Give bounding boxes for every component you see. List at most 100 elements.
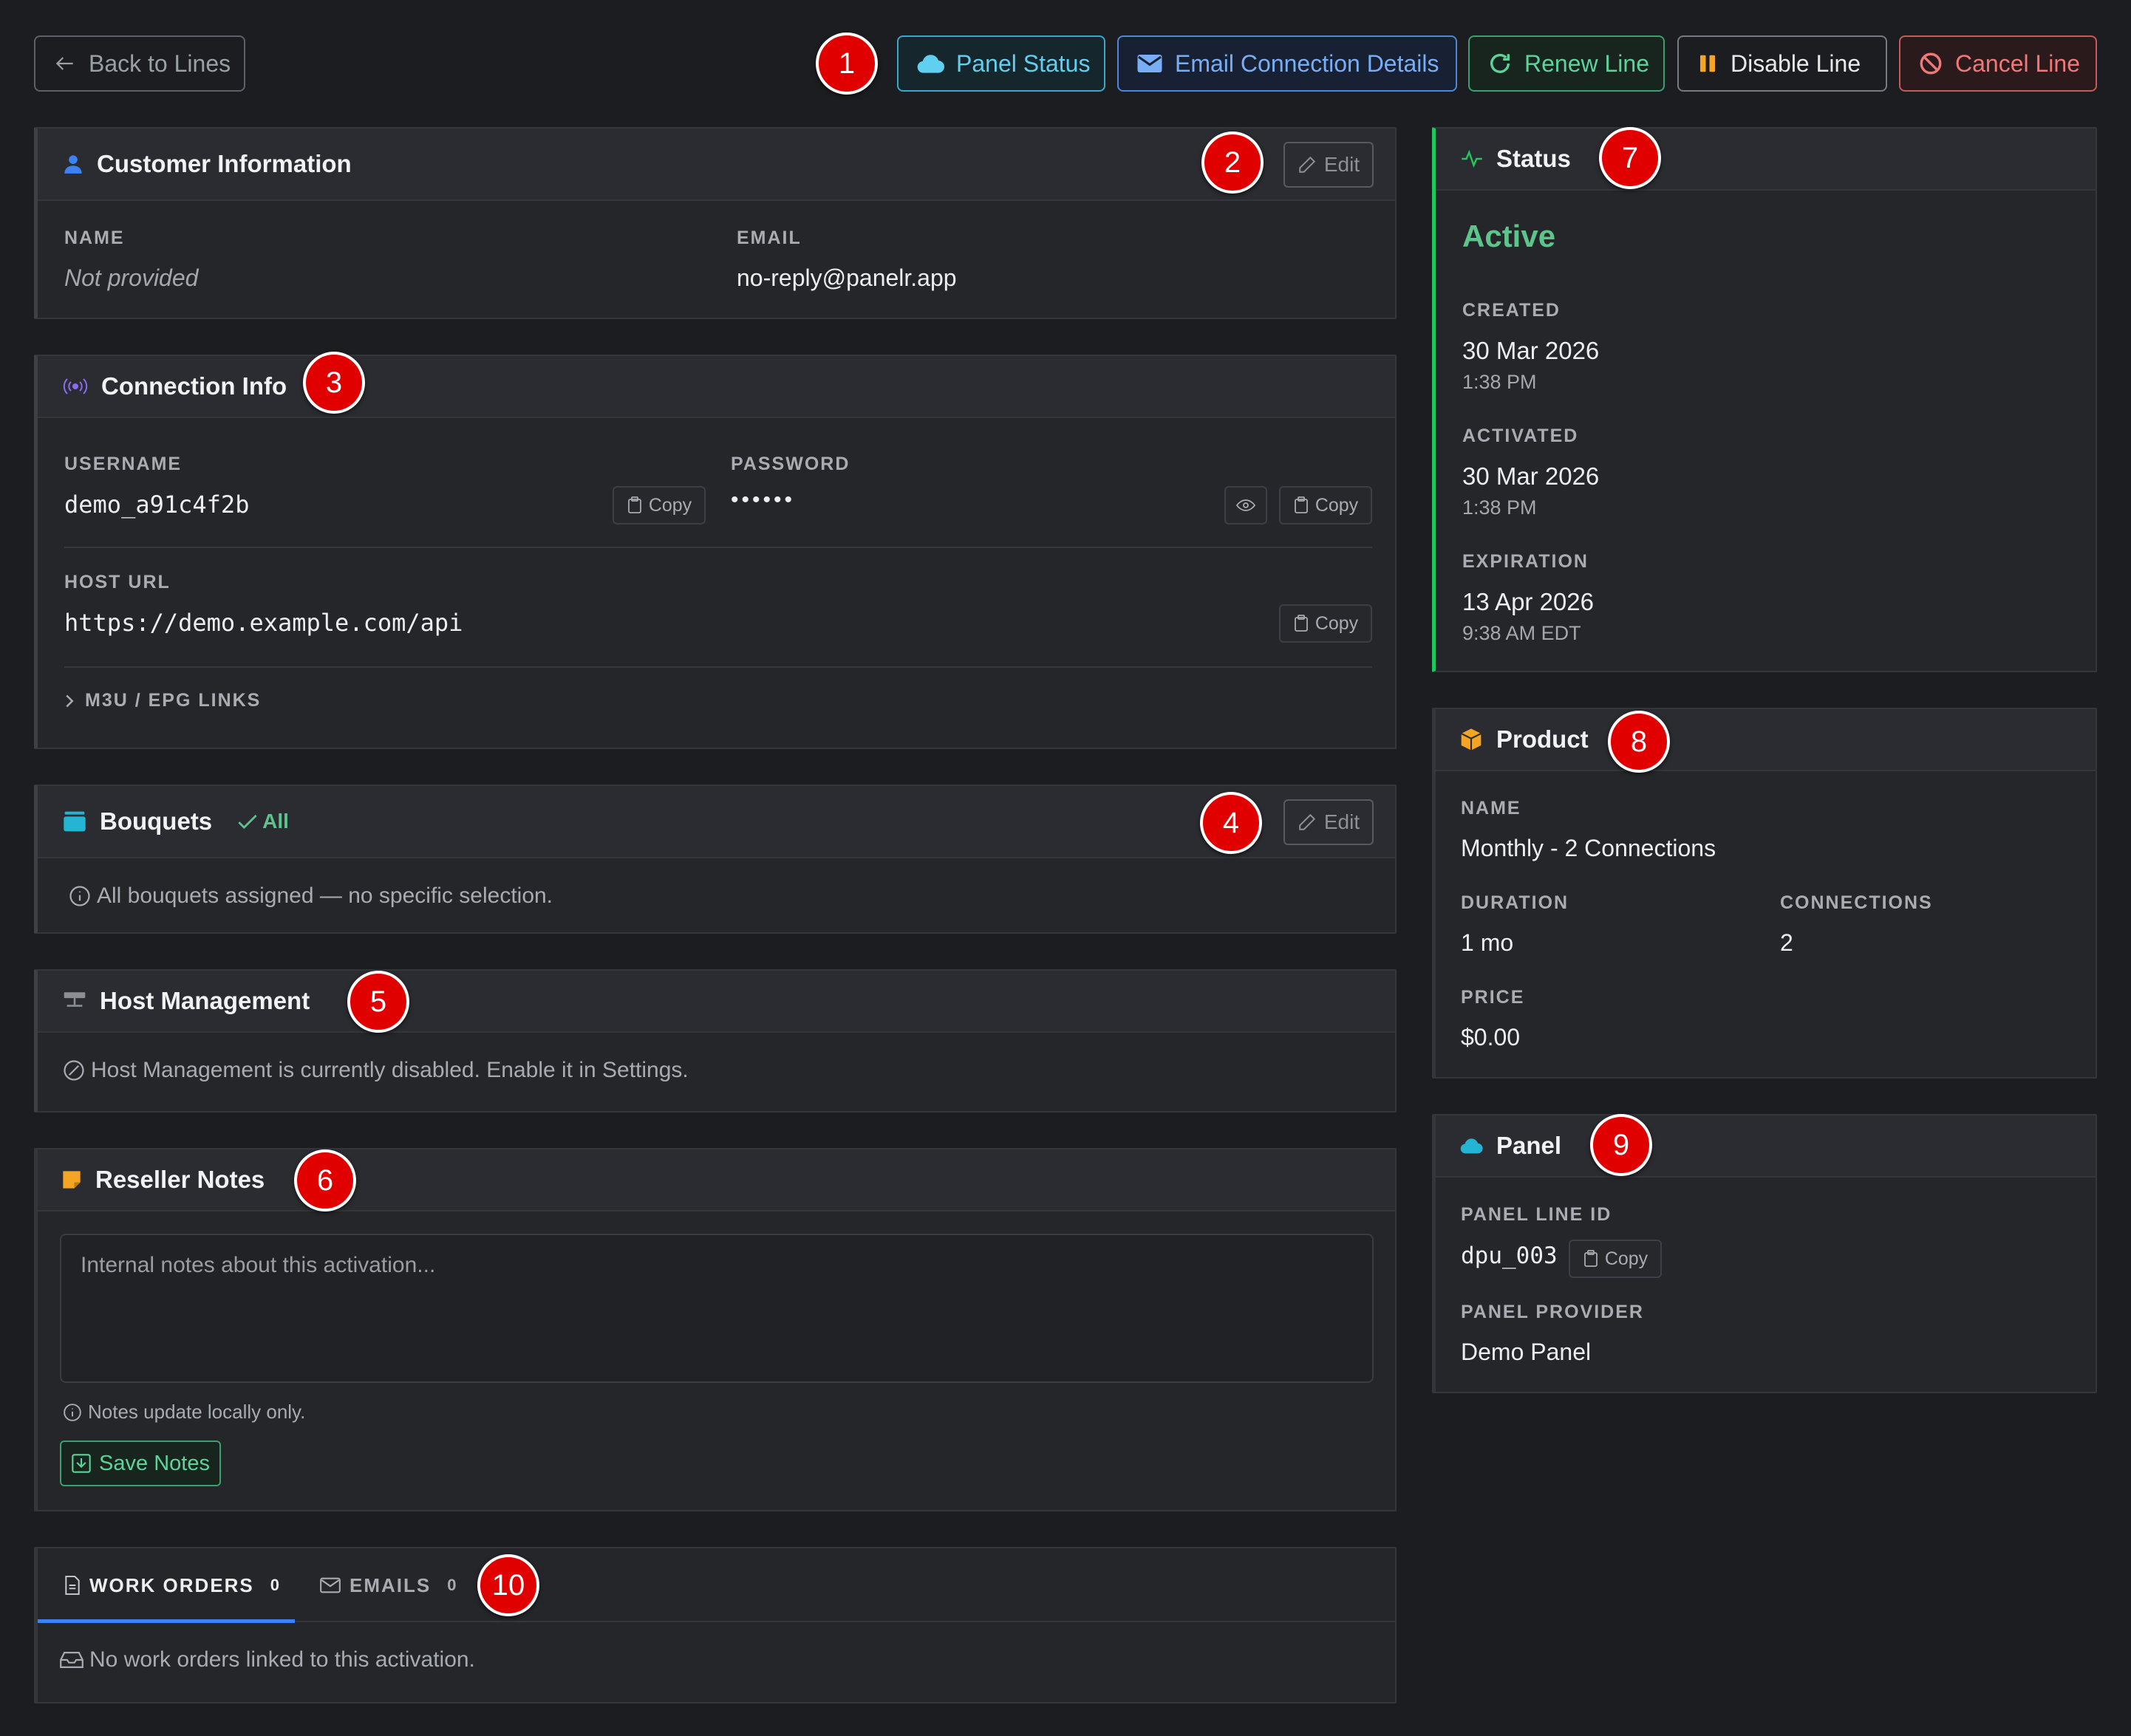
tab-emails[interactable]: EMAILS 0 bbox=[320, 1548, 456, 1622]
ban-icon bbox=[1920, 52, 1942, 75]
marker-6: 6 bbox=[294, 1149, 356, 1212]
product-title: Product bbox=[1496, 725, 1589, 753]
work-orders-empty-state: No work orders linked to this activation… bbox=[60, 1647, 475, 1672]
password-label: PASSWORD bbox=[731, 454, 850, 474]
reseller-notes-textarea[interactable] bbox=[60, 1234, 1374, 1383]
disable-line-button[interactable]: Disable Line bbox=[1677, 35, 1887, 92]
renew-line-label: Renew Line bbox=[1524, 49, 1649, 77]
panel-card: Panel PANEL LINE ID dpu_003 Copy PANEL P… bbox=[1432, 1114, 2097, 1393]
broadcast-icon bbox=[63, 378, 88, 394]
bouquets-all-badge: All bbox=[237, 810, 289, 833]
customer-information-card: Customer Information Edit NAME Not provi… bbox=[34, 127, 1397, 319]
work-orders-empty-text: No work orders linked to this activation… bbox=[89, 1647, 475, 1672]
product-name-value: Monthly - 2 Connections bbox=[1461, 835, 1716, 861]
marker-4: 4 bbox=[1200, 792, 1262, 854]
product-header: Product bbox=[1436, 709, 2096, 771]
clipboard-icon bbox=[1583, 1250, 1598, 1267]
tab-emails-label: EMAILS bbox=[350, 1573, 432, 1596]
customer-email-value: no-reply@panelr.app bbox=[737, 264, 957, 291]
panel-header: Panel bbox=[1436, 1115, 2096, 1178]
password-reveal-button[interactable] bbox=[1224, 486, 1267, 524]
password-value: •••••• bbox=[731, 488, 796, 512]
host-management-title: Host Management bbox=[100, 987, 310, 1014]
host-url-label: HOST URL bbox=[64, 572, 171, 592]
bouquets-edit-button[interactable]: Edit bbox=[1283, 799, 1374, 845]
username-label: USERNAME bbox=[64, 454, 183, 474]
renew-line-button[interactable]: Renew Line bbox=[1468, 35, 1665, 92]
password-copy-button[interactable]: Copy bbox=[1279, 486, 1372, 524]
panel-provider-value: Demo Panel bbox=[1461, 1339, 1592, 1365]
panel-provider-label: PANEL PROVIDER bbox=[1461, 1302, 1644, 1322]
customer-name-value: Not provided bbox=[64, 264, 199, 291]
expiration-time: 9:38 AM EDT bbox=[1462, 622, 1581, 644]
price-label: PRICE bbox=[1461, 987, 1525, 1008]
user-icon bbox=[64, 155, 82, 174]
host-url-value: https://demo.example.com/api bbox=[64, 609, 463, 637]
activated-date: 30 Mar 2026 bbox=[1462, 462, 1600, 490]
product-name-label: NAME bbox=[1461, 798, 1521, 819]
inbox-icon bbox=[60, 1652, 83, 1668]
cloud-icon bbox=[1460, 1138, 1483, 1154]
status-title: Status bbox=[1496, 145, 1571, 172]
bouquets-card: Bouquets All Edit All bouquets assigned … bbox=[34, 785, 1397, 934]
activity-tabs-card: WORK ORDERS 0 EMAILS 0 No work orders li… bbox=[34, 1547, 1397, 1703]
duration-value: 1 mo bbox=[1461, 929, 1514, 956]
panel-copy-label: Copy bbox=[1604, 1248, 1648, 1269]
clipboard-icon bbox=[1294, 496, 1308, 513]
host-management-header: Host Management bbox=[38, 971, 1395, 1033]
server-network-icon bbox=[64, 992, 86, 1007]
panel-status-label: Panel Status bbox=[956, 49, 1091, 77]
m3u-epg-toggle[interactable]: M3U / EPG LINKS bbox=[64, 690, 261, 711]
tab-work-orders[interactable]: WORK ORDERS 0 bbox=[64, 1548, 279, 1622]
password-copy-label: Copy bbox=[1315, 494, 1359, 516]
reseller-notes-title: Reseller Notes bbox=[95, 1166, 265, 1193]
cloud-icon bbox=[917, 55, 944, 73]
box-icon bbox=[1461, 728, 1482, 751]
host-management-info-text: Host Management is currently disabled. E… bbox=[91, 1058, 689, 1082]
username-copy-label: Copy bbox=[648, 494, 692, 516]
panel-status-button[interactable]: Panel Status bbox=[897, 35, 1105, 92]
price-value: $0.00 bbox=[1461, 1024, 1521, 1050]
created-label: CREATED bbox=[1462, 300, 1561, 321]
status-header: Status bbox=[1436, 129, 2096, 191]
save-notes-button[interactable]: Save Notes bbox=[60, 1441, 221, 1486]
marker-5: 5 bbox=[347, 971, 409, 1033]
host-url-copy-button[interactable]: Copy bbox=[1279, 604, 1372, 643]
created-time: 1:38 PM bbox=[1462, 371, 1537, 393]
check-icon bbox=[238, 814, 257, 830]
email-connection-details-button[interactable]: Email Connection Details bbox=[1117, 35, 1457, 92]
refresh-icon bbox=[1490, 53, 1510, 73]
created-date: 30 Mar 2026 bbox=[1462, 337, 1600, 364]
back-to-lines-button[interactable]: Back to Lines bbox=[34, 35, 245, 92]
pencil-icon bbox=[1299, 156, 1316, 173]
connection-info-header: Connection Info bbox=[38, 356, 1395, 418]
marker-7: 7 bbox=[1599, 127, 1661, 189]
customer-information-title: Customer Information bbox=[97, 150, 352, 177]
username-copy-button[interactable]: Copy bbox=[613, 486, 706, 524]
m3u-epg-label: M3U / EPG LINKS bbox=[85, 690, 262, 711]
email-connection-label: Email Connection Details bbox=[1175, 49, 1439, 77]
marker-2: 2 bbox=[1201, 131, 1264, 194]
product-card: Product NAME Monthly - 2 Connections DUR… bbox=[1432, 708, 2097, 1079]
username-value: demo_a91c4f2b bbox=[64, 491, 250, 519]
connections-label: CONNECTIONS bbox=[1780, 892, 1933, 913]
host-url-copy-label: Copy bbox=[1315, 612, 1359, 634]
save-notes-label: Save Notes bbox=[99, 1451, 210, 1475]
bouquets-title: Bouquets bbox=[100, 807, 213, 835]
info-icon bbox=[64, 1403, 81, 1421]
expiration-date: 13 Apr 2026 bbox=[1462, 588, 1594, 615]
active-tab-indicator bbox=[38, 1619, 295, 1623]
customer-edit-button[interactable]: Edit bbox=[1283, 142, 1374, 188]
activity-pulse-icon bbox=[1462, 149, 1482, 168]
tab-work-orders-label: WORK ORDERS bbox=[89, 1573, 254, 1596]
host-management-info: Host Management is currently disabled. E… bbox=[63, 1058, 689, 1083]
customer-email-label: EMAIL bbox=[737, 228, 802, 248]
cancel-line-button[interactable]: Cancel Line bbox=[1899, 35, 2097, 92]
status-card: Status Active CREATED 30 Mar 2026 1:38 P… bbox=[1432, 127, 2097, 672]
panel-line-id-copy-button[interactable]: Copy bbox=[1569, 1240, 1662, 1278]
pause-icon bbox=[1700, 55, 1715, 72]
notes-hint: Notes update locally only. bbox=[63, 1401, 305, 1424]
connection-info-title: Connection Info bbox=[101, 372, 287, 400]
disable-line-label: Disable Line bbox=[1731, 49, 1861, 77]
envelope-outline-icon bbox=[320, 1577, 341, 1593]
